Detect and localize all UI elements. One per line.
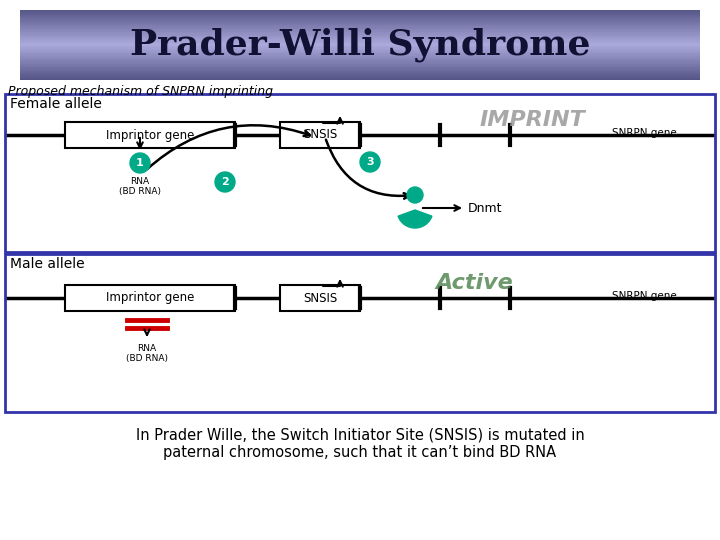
Bar [20,34,700,36]
FancyBboxPatch shape [65,122,235,148]
Bar [20,15,700,17]
Bar [20,57,700,59]
Bar [20,77,700,79]
Bar [20,20,700,22]
Bar [20,30,700,32]
Text: SNRPN gene: SNRPN gene [612,128,677,138]
Bar [20,41,700,43]
Text: IMPRINT: IMPRINT [480,110,586,130]
Bar [20,42,700,44]
Text: 1: 1 [136,158,144,168]
Bar [20,11,700,12]
Bar [20,70,700,72]
Bar [20,48,700,50]
Bar [20,43,700,45]
Bar [20,17,700,18]
Bar [20,65,700,67]
Bar [20,29,700,31]
Circle shape [407,187,423,203]
Bar [20,24,700,25]
FancyBboxPatch shape [280,122,360,148]
Circle shape [360,152,380,172]
Bar [20,71,700,73]
Text: SNRPN gene: SNRPN gene [612,291,677,301]
Text: Dnmt: Dnmt [468,201,503,214]
Text: SNSIS: SNSIS [303,292,337,305]
Bar [20,21,700,23]
Bar [20,10,700,11]
Bar [20,44,700,46]
Bar [20,32,700,33]
Bar [20,14,700,16]
Bar [20,35,700,37]
Wedge shape [398,210,432,228]
Bar [20,56,700,58]
Bar [20,39,700,40]
Bar [20,36,700,38]
Text: Proposed mechanism of SNPRN imprinting: Proposed mechanism of SNPRN imprinting [8,85,273,98]
Bar [20,27,700,29]
FancyBboxPatch shape [5,94,715,252]
Text: In Prader Wille, the Switch Initiator Site (SNSIS) is mutated in
paternal chromo: In Prader Wille, the Switch Initiator Si… [135,428,585,461]
Bar [20,53,700,55]
Bar [20,47,700,49]
Bar [20,18,700,19]
Bar [20,59,700,62]
Bar [20,68,700,70]
Text: 3: 3 [366,157,374,167]
Bar [20,25,700,26]
Text: Imprintor gene: Imprintor gene [106,129,194,141]
Bar [20,73,700,76]
Bar [20,63,700,65]
Text: Female allele: Female allele [10,97,102,111]
Bar [20,22,700,24]
Text: Male allele: Male allele [10,257,85,271]
Text: Prader-Willi Syndrome: Prader-Willi Syndrome [130,28,590,62]
Bar [20,78,700,80]
Bar [20,72,700,74]
Bar [20,66,700,69]
Bar [20,12,700,14]
Bar [20,37,700,39]
FancyBboxPatch shape [280,285,360,311]
Circle shape [130,153,150,173]
Bar [20,75,700,77]
Bar [20,33,700,35]
Bar [20,62,700,64]
Bar [20,69,700,71]
Bar [20,49,700,51]
Text: RNA
(BD RNA): RNA (BD RNA) [119,177,161,197]
FancyBboxPatch shape [5,254,715,412]
Text: 2: 2 [221,177,229,187]
Bar [20,50,700,52]
Bar [20,76,700,78]
Bar [20,19,700,21]
Bar [20,26,700,28]
Circle shape [215,172,235,192]
Bar [20,58,700,60]
Bar [20,54,700,56]
Bar [20,46,700,48]
Bar [20,13,700,15]
FancyBboxPatch shape [65,285,235,311]
Text: Active: Active [435,273,513,293]
Bar [20,61,700,63]
Bar [20,28,700,30]
Text: RNA
(BD RNA): RNA (BD RNA) [126,344,168,363]
Bar [20,51,700,53]
Bar [20,64,700,66]
Text: Imprintor gene: Imprintor gene [106,292,194,305]
Bar [20,40,700,42]
Text: SNSIS: SNSIS [303,129,337,141]
Bar [20,55,700,57]
